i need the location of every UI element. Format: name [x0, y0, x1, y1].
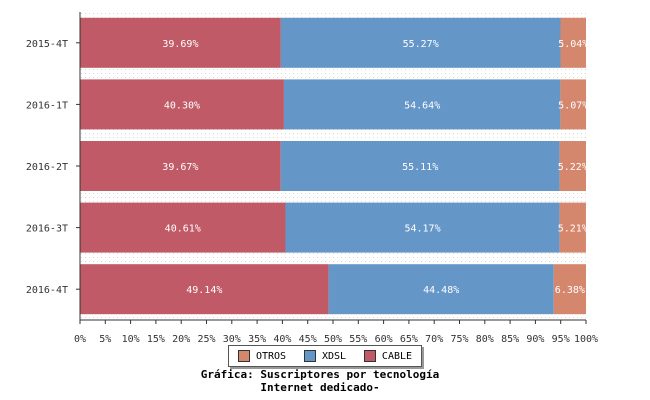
- bar-xdsl: [280, 17, 561, 68]
- data-label-xdsl: 55.27%: [403, 39, 439, 50]
- bar-otros: [560, 17, 586, 68]
- x-tick-label: 15%: [147, 334, 165, 345]
- data-label-xdsl: 55.11%: [402, 162, 438, 173]
- data-label-cable: 49.14%: [186, 285, 222, 296]
- data-label-otros: 5.07%: [558, 100, 588, 111]
- x-tick-label: 70%: [425, 334, 443, 345]
- x-tick-label: 30%: [223, 334, 241, 345]
- bar-cable: [80, 202, 286, 253]
- x-tick-label: 80%: [476, 334, 494, 345]
- bar-xdsl: [328, 264, 554, 315]
- data-label-otros: 5.22%: [558, 162, 588, 173]
- legend-swatch-cable: [363, 350, 376, 362]
- data-label-cable: 40.30%: [164, 100, 200, 111]
- legend: OTROS XDSL CABLE: [228, 345, 422, 367]
- bar-cable: [80, 17, 281, 68]
- x-tick-label: 100%: [574, 334, 598, 345]
- x-tick-label: 60%: [375, 334, 393, 345]
- chart-caption-line2: Internet dedicado-: [260, 381, 380, 394]
- legend-label-otros: OTROS: [255, 350, 287, 362]
- bar-otros: [553, 264, 586, 315]
- bar-xdsl: [280, 141, 560, 191]
- y-tick-label: 2016-1T: [26, 100, 68, 111]
- bar-cable: [80, 264, 329, 315]
- data-label-cable: 39.67%: [162, 162, 198, 173]
- data-label-cable: 39.69%: [162, 39, 198, 50]
- bars: 39.69% 55.27% 5.04% 40.30% 54.64% 5.07% 39.67%…: [80, 17, 588, 315]
- data-label-otros: 5.04%: [558, 39, 588, 50]
- data-label-xdsl: 54.17%: [404, 224, 440, 235]
- data-label-cable: 40.61%: [165, 224, 201, 235]
- x-tick-label: 40%: [273, 334, 291, 345]
- x-tick-label: 90%: [526, 334, 544, 345]
- x-tick-label: 75%: [450, 334, 468, 345]
- x-tick-label: 10%: [122, 334, 140, 345]
- legend-swatch-xdsl: [303, 350, 316, 362]
- legend-item-otros: OTROS: [237, 350, 287, 362]
- x-tick-label: 25%: [197, 334, 215, 345]
- x-tick-label: 5%: [99, 334, 111, 345]
- y-tick-label: 2016-4T: [26, 285, 68, 296]
- bar-otros: [560, 79, 587, 130]
- x-tick-label: 85%: [501, 334, 519, 345]
- x-tick-label: 35%: [248, 334, 266, 345]
- legend-item-cable: CABLE: [363, 350, 413, 362]
- bar-xdsl: [285, 202, 560, 253]
- legend-swatch-otros: [237, 350, 250, 362]
- legend-item-xdsl: XDSL: [303, 350, 347, 362]
- y-tick-label: 2015-4T: [26, 39, 68, 50]
- x-tick-label: 20%: [172, 334, 190, 345]
- y-tick-label: 2016-2T: [26, 162, 68, 173]
- data-label-otros: 6.38%: [555, 285, 585, 296]
- x-tick-label: 55%: [349, 334, 367, 345]
- chart-caption-line1: Gráfica: Suscriptores por tecnología: [200, 368, 440, 381]
- bar-cable: [80, 141, 281, 191]
- data-label-otros: 5.21%: [558, 224, 588, 235]
- legend-label-cable: CABLE: [381, 350, 413, 362]
- legend-label-xdsl: XDSL: [321, 350, 347, 362]
- data-label-xdsl: 54.64%: [404, 100, 440, 111]
- x-tick-label: 50%: [324, 334, 342, 345]
- x-tick-label: 95%: [552, 334, 570, 345]
- bar-otros: [559, 141, 586, 191]
- x-axis: 0% 5% 10% 15% 20% 25% 30% 35% 40% 45% 50% 55% 60% 65%…: [74, 12, 598, 345]
- y-axis-labels: 2015-4T 2016-1T 2016-2T 2016-3T 2016-4T: [26, 39, 80, 296]
- data-label-xdsl: 44.48%: [423, 285, 459, 296]
- x-tick-label: 45%: [299, 334, 317, 345]
- y-tick-label: 2016-3T: [26, 224, 68, 235]
- x-tick-label: 0%: [74, 334, 86, 345]
- bar-cable: [80, 79, 284, 130]
- bar-otros: [559, 202, 586, 253]
- x-tick-label: 65%: [400, 334, 418, 345]
- bar-xdsl: [283, 79, 561, 130]
